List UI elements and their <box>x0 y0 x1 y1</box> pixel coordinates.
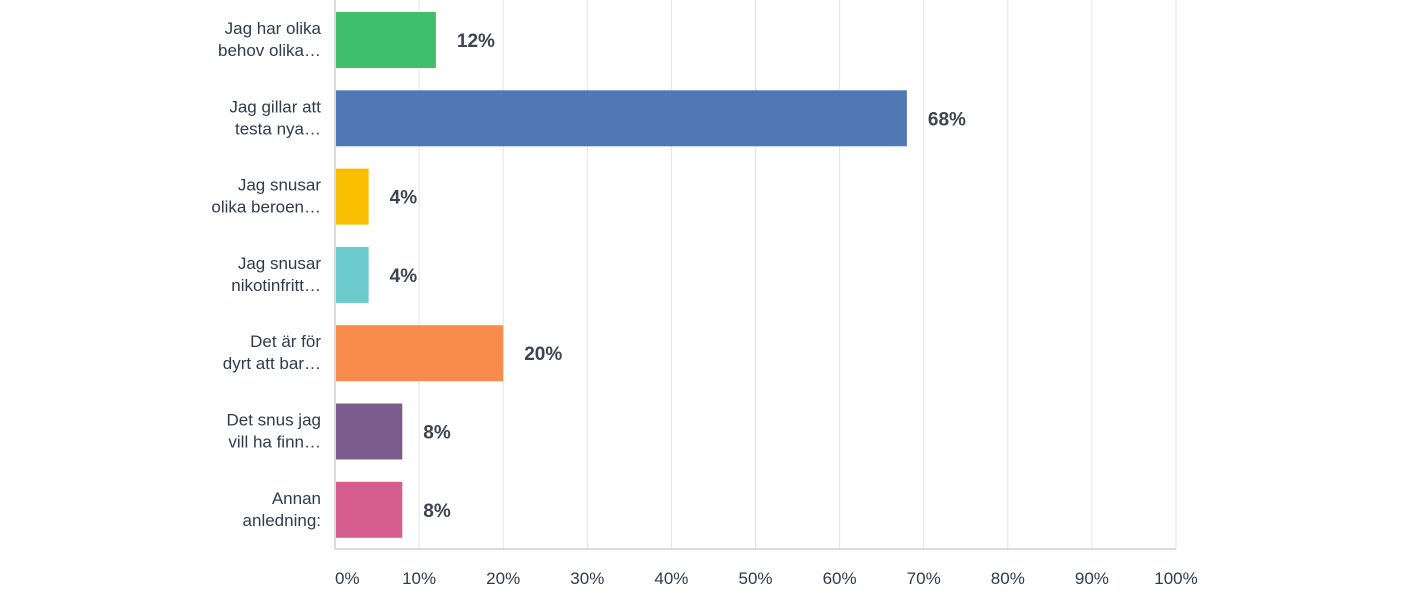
category-label: Det snus jag <box>227 411 322 430</box>
bar-6 <box>336 403 403 460</box>
category-label: testa nya… <box>235 119 321 138</box>
bar-5 <box>336 325 504 382</box>
bar-2 <box>336 90 907 147</box>
x-tick-label: 80% <box>991 569 1025 588</box>
value-label: 12% <box>457 31 495 52</box>
x-tick-label: 20% <box>486 569 520 588</box>
category-label: behov olika… <box>218 41 321 60</box>
x-tick-label: 10% <box>402 569 436 588</box>
value-label: 8% <box>423 501 451 522</box>
category-label: Annan <box>272 489 321 508</box>
value-label: 20% <box>524 344 562 365</box>
category-label: vill ha finn… <box>228 433 321 452</box>
bar-1 <box>336 12 436 68</box>
category-label: olika beroen… <box>211 198 321 217</box>
category-label: Jag snusar <box>238 254 321 273</box>
x-tick-label: 100% <box>1154 569 1197 588</box>
value-label: 8% <box>423 423 451 444</box>
category-label: nikotinfritt… <box>231 276 321 295</box>
value-label: 4% <box>390 266 418 287</box>
bar-4 <box>336 246 369 303</box>
category-label: Jag snusar <box>238 176 321 195</box>
value-label: 68% <box>928 109 966 130</box>
axes <box>334 0 1176 550</box>
grid-lines <box>418 0 1177 549</box>
x-tick-label: 60% <box>823 569 857 588</box>
x-tick-label: 70% <box>907 569 941 588</box>
value-label: 4% <box>390 188 418 209</box>
bar-7 <box>336 481 403 538</box>
x-tick-label: 90% <box>1075 569 1109 588</box>
x-tick-label: 0% <box>335 569 360 588</box>
category-label: dyrt att bar… <box>223 354 321 373</box>
x-tick-label: 50% <box>738 569 772 588</box>
labels: 0% 10% 20% 30% 40% 50% 60% 70% 80% 90% 100% 12% Jag … <box>211 19 1197 588</box>
category-label: anledning: <box>243 511 321 530</box>
category-label: Jag har olika <box>225 19 322 38</box>
x-tick-label: 40% <box>654 569 688 588</box>
bar-3 <box>336 168 369 225</box>
category-label: Det är för <box>250 332 321 351</box>
category-label: Jag gillar att <box>229 97 321 116</box>
bars <box>336 12 907 538</box>
x-tick-label: 30% <box>570 569 604 588</box>
